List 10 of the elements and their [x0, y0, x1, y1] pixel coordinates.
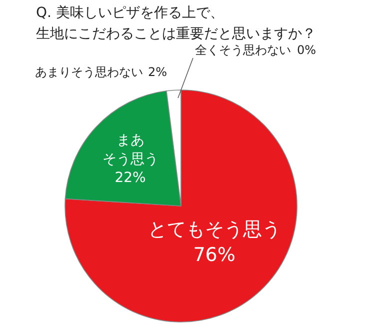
category-label: 全くそう思わない: [195, 43, 291, 57]
text: 0%: [297, 43, 316, 57]
slice-label: あまりそう思わない: [35, 65, 143, 79]
slice-label: まあそう思う: [102, 132, 158, 168]
data-label: 2%: [148, 65, 167, 79]
data-label: 76%: [193, 244, 236, 266]
slice-label: とてもそう思う: [148, 218, 281, 240]
pie-slice: [64, 90, 298, 322]
chart-title: Q. 美味しいピザを作る上で、生地にこだわることは重要だと思いますか？: [36, 5, 316, 42]
data-label: 22%: [114, 170, 146, 186]
